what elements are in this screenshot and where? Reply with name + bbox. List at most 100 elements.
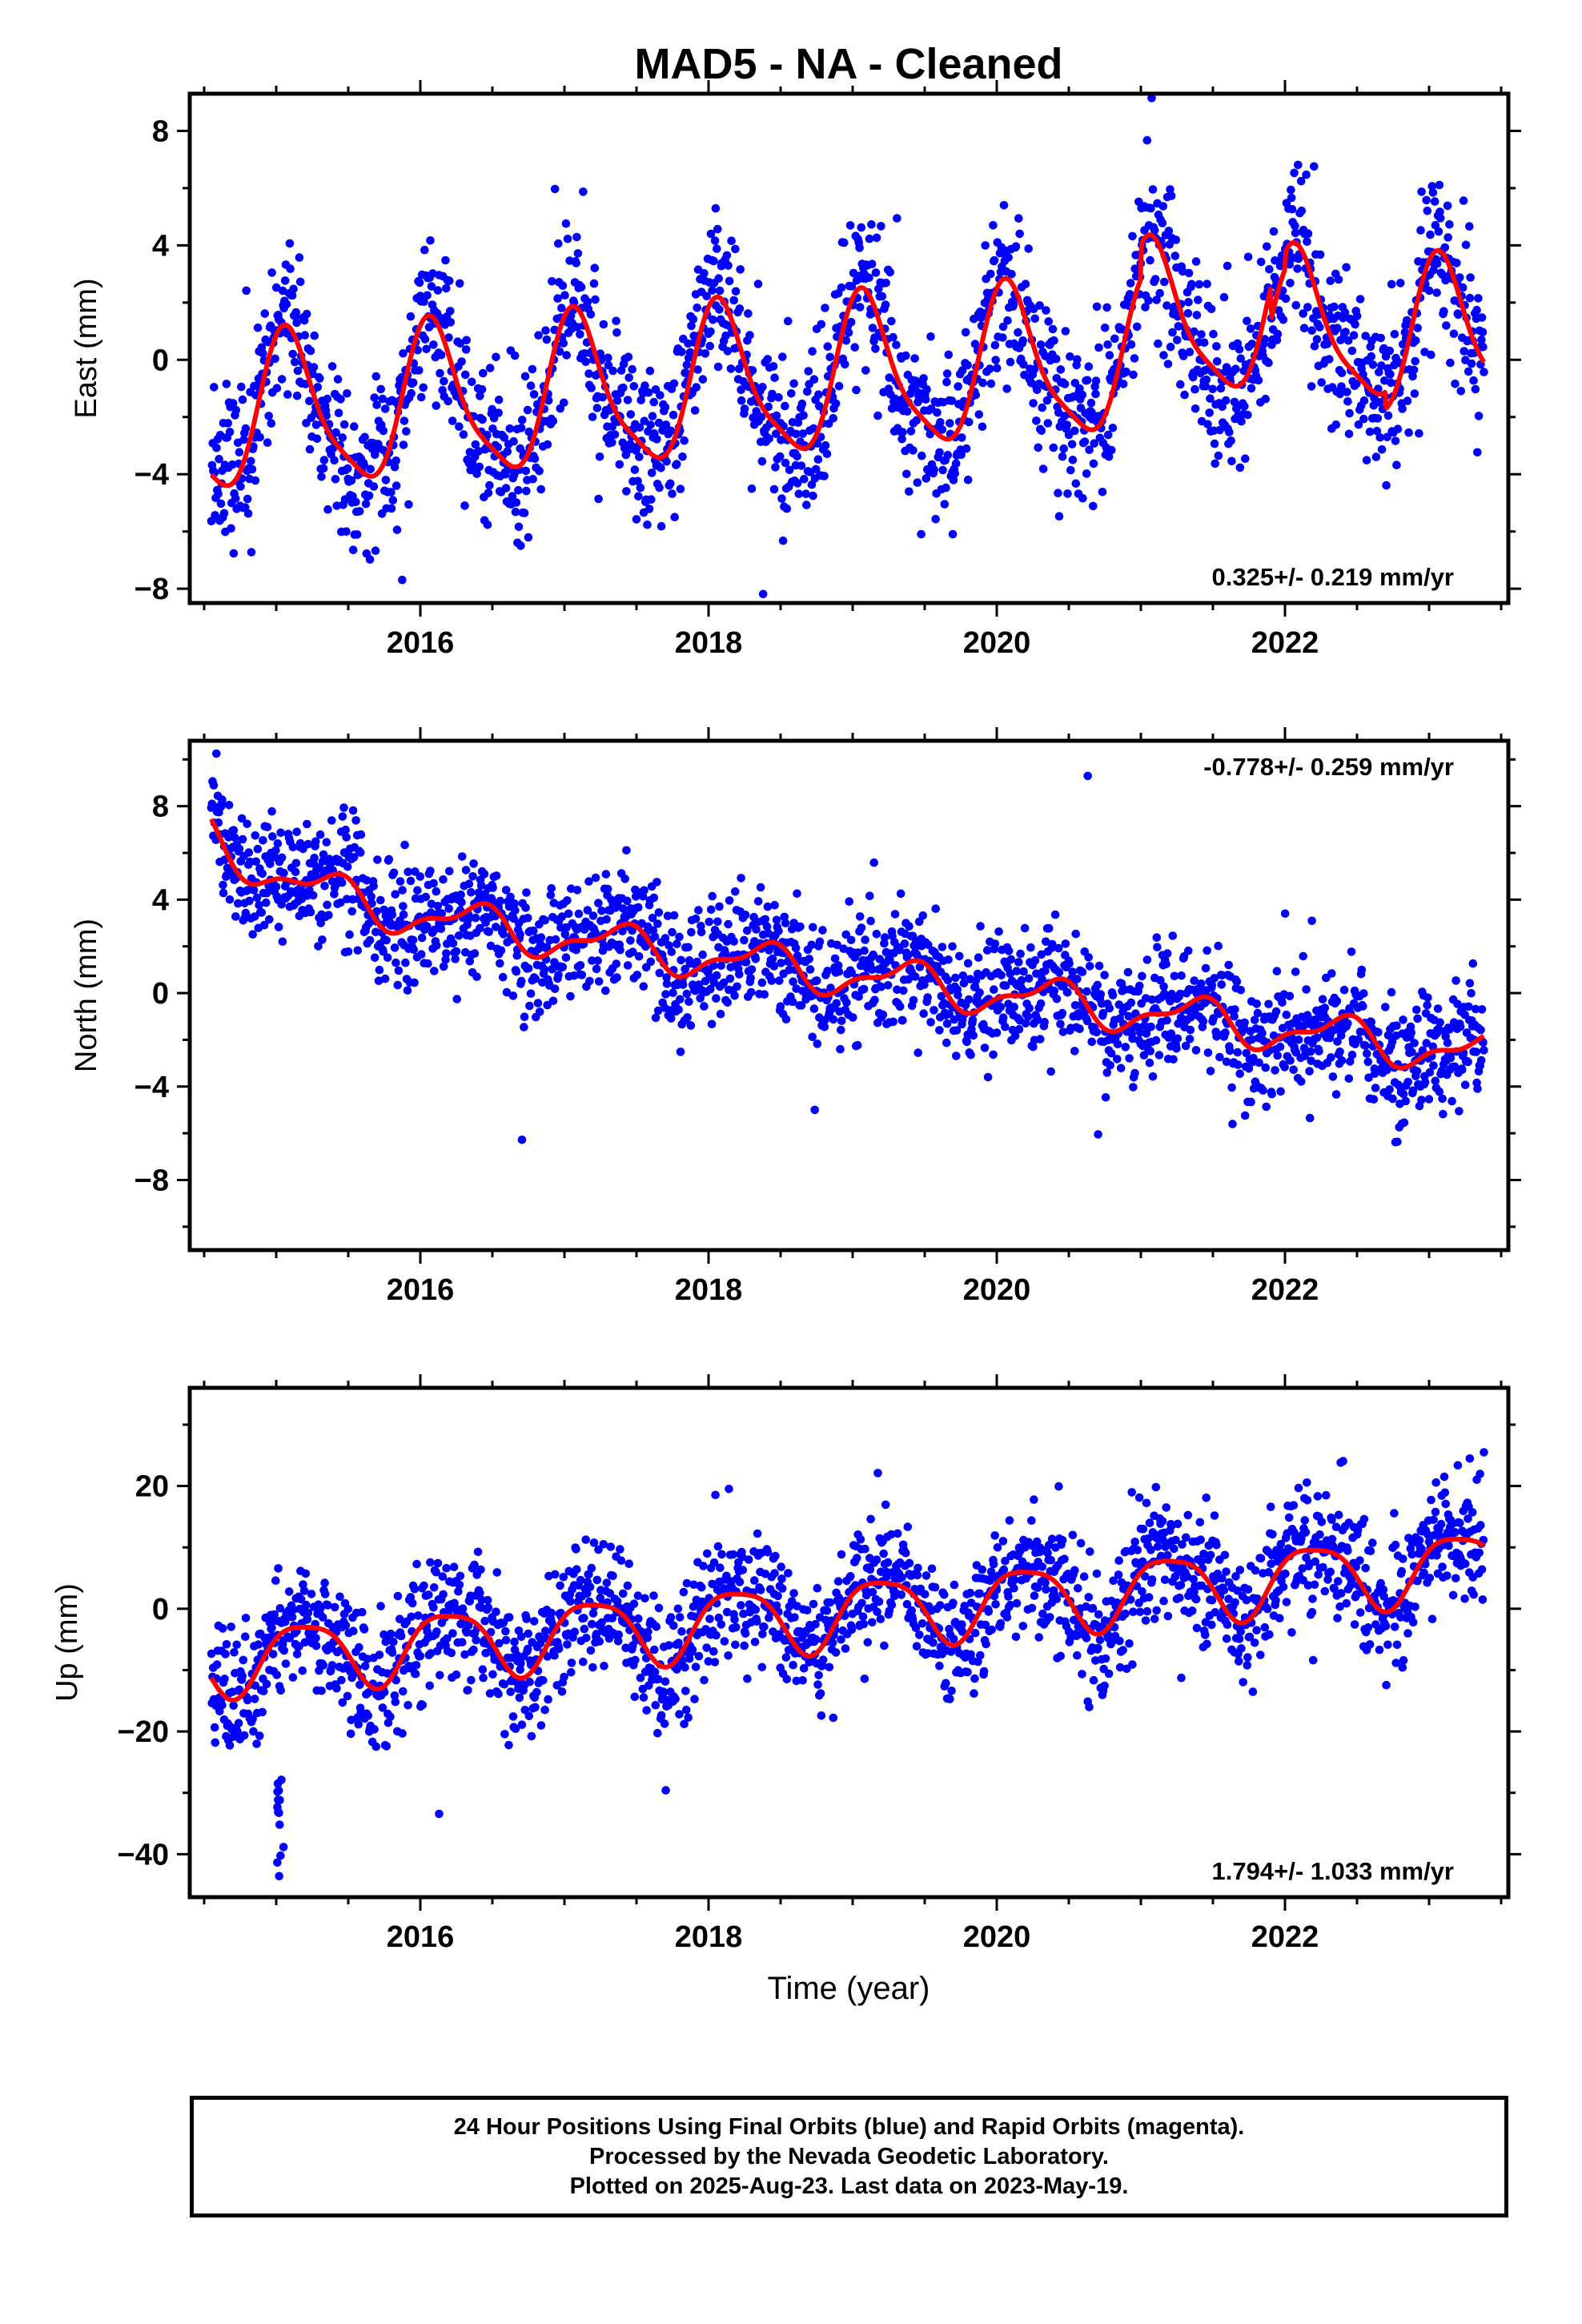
north-point [1038,975,1046,983]
east-point [1434,227,1443,236]
east-point [222,380,231,388]
up-point [311,1634,320,1642]
north-point [717,961,725,971]
up-point [631,1655,640,1665]
north-point [454,931,464,940]
north-point [1016,949,1025,959]
up-point [243,1695,252,1705]
east-point [1343,388,1351,396]
north-point [1468,959,1478,968]
north-point [628,947,637,956]
north-point [1253,1008,1263,1018]
north-point [316,919,326,927]
north-point [705,917,714,927]
east-point [455,279,464,288]
east-point [711,203,721,213]
north-point [686,1021,696,1030]
east-point [302,419,311,428]
up-point [600,1662,608,1671]
north-point [715,902,724,911]
north-point [931,904,940,913]
east-point [590,263,600,273]
east-point [369,482,379,491]
east-point [1373,414,1383,423]
east-point [855,243,864,252]
north-point [303,819,311,829]
north-point [464,879,474,888]
north-point [612,959,621,968]
up-point [634,1614,643,1623]
east-point [656,391,665,400]
east-point [1461,240,1471,250]
east-point [1445,220,1454,229]
north-point [561,953,571,962]
east-point [1061,327,1070,336]
east-point [885,267,894,277]
up-point [712,1630,721,1640]
north-point [209,781,219,790]
north-point [1315,1047,1323,1055]
north-point [1212,1032,1221,1041]
up-point [722,1571,731,1581]
east-point [1209,329,1218,339]
north-point [436,924,446,934]
north-point [857,923,866,932]
north-point [1014,1024,1024,1034]
east-point [323,394,332,404]
up-point [661,1786,670,1795]
north-point [1374,1027,1383,1037]
east-point [355,507,364,516]
north-point [632,971,642,979]
up-point [220,1675,229,1683]
up-point [587,1563,596,1573]
east-point [1091,389,1100,399]
east-point [771,463,780,472]
east-point [680,436,689,445]
east-point [1303,229,1313,239]
east-y-tick-label: 0 [152,344,169,377]
north-point [1363,1049,1371,1058]
east-point [1426,230,1435,239]
north-point [1347,1051,1357,1059]
up-point [579,1657,588,1667]
north-point [1294,1035,1303,1044]
east-point [456,339,465,348]
north-point [1206,1067,1215,1076]
east-point [958,366,967,375]
east-point [682,360,692,369]
east-point [1294,160,1303,170]
up-point [536,1638,545,1648]
east-point [598,392,608,402]
up-point [697,1582,706,1592]
east-point [1049,443,1058,452]
north-point [743,926,752,935]
up-point [288,1673,298,1682]
east-point [777,494,786,503]
north-point [764,929,773,938]
north-point [391,958,400,967]
east-point [709,256,718,266]
east-point [423,291,432,300]
north-point [675,932,684,942]
north-point [919,1009,928,1018]
east-point [632,515,641,524]
east-point [768,389,777,399]
up-point [716,1563,725,1572]
east-point [713,362,723,372]
east-point [921,474,931,483]
east-point [419,383,428,392]
north-point [1126,998,1136,1007]
north-point [685,997,693,1007]
north-x-tick-label: 2020 [963,1273,1031,1307]
up-point [488,1670,497,1679]
north-point [948,942,957,951]
north-point [355,848,365,857]
north-point [252,893,262,903]
east-point [277,375,287,384]
up-point [300,1638,310,1647]
east-point [1352,380,1361,388]
east-point [871,268,881,277]
north-point [1447,1096,1456,1106]
up-point [501,1626,510,1636]
east-point [426,236,435,245]
